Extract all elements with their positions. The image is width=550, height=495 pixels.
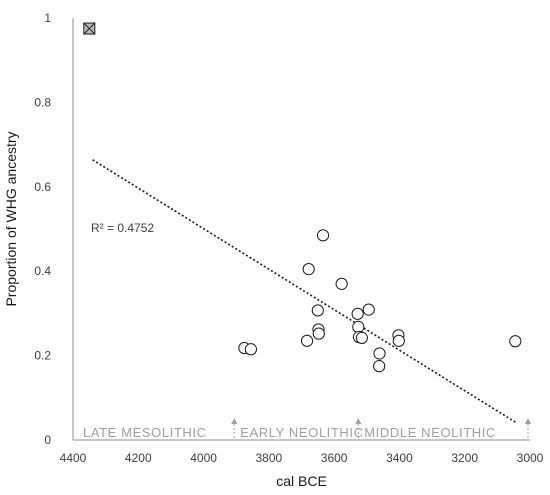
period-label: MIDDLE NEOLITHIC [364, 425, 496, 440]
outlier-cross [83, 22, 96, 35]
r-squared-label: R² = 0.4752 [91, 221, 154, 235]
x-tick-label: 4000 [190, 451, 217, 465]
y-axis-title: Proportion of WHG ancestry [3, 131, 19, 306]
y-tick-label: 0.6 [34, 180, 51, 194]
x-tick-label: 3200 [451, 451, 478, 465]
data-point [373, 360, 386, 373]
data-point [392, 334, 405, 347]
x-tick-label: 3000 [517, 451, 544, 465]
data-point [362, 303, 375, 316]
x-tick-label: 3800 [256, 451, 283, 465]
data-point [509, 335, 522, 348]
period-boundary-arrowhead [355, 418, 362, 424]
data-point [355, 331, 368, 344]
x-tick-label: 4400 [60, 451, 87, 465]
y-tick-label: 0.8 [34, 95, 51, 109]
axes [72, 18, 530, 441]
trendline-group [92, 159, 518, 424]
trendline [92, 159, 518, 424]
period-boundary-arrowhead [231, 418, 238, 424]
y-tick-label: 1 [44, 11, 51, 25]
data-point [373, 347, 386, 360]
data-point [312, 327, 325, 340]
x-axis-title: cal BCE [276, 473, 327, 489]
data-point [311, 304, 324, 317]
data-point [352, 320, 365, 334]
data-point [351, 307, 364, 320]
data-point [302, 262, 315, 276]
x-tick-label: 3400 [386, 451, 413, 465]
x-tick-label: 3600 [321, 451, 348, 465]
period-boundary-arrowhead [525, 418, 531, 424]
period-label: LATE MESOLITHIC [83, 425, 207, 440]
tick-labels: 4400 4200 4000 3800 3600 3400 3200 3000 0 0.2 0.4 0… [34, 11, 543, 465]
data-point [244, 343, 258, 356]
y-tick-label: 0 [44, 433, 51, 447]
y-tick-label: 0.2 [34, 349, 51, 363]
data-points [83, 22, 522, 373]
y-tick-label: 0.4 [34, 264, 51, 278]
period-labels: LATE MESOLITHIC EARLY NEOLITHIC MIDDLE NEO… [83, 418, 531, 440]
x-tick-label: 4200 [125, 451, 152, 465]
data-point [316, 229, 330, 242]
data-point [300, 334, 314, 347]
data-point [335, 277, 348, 290]
outlier-marker [83, 22, 96, 35]
period-label: EARLY NEOLITHIC [240, 425, 363, 440]
